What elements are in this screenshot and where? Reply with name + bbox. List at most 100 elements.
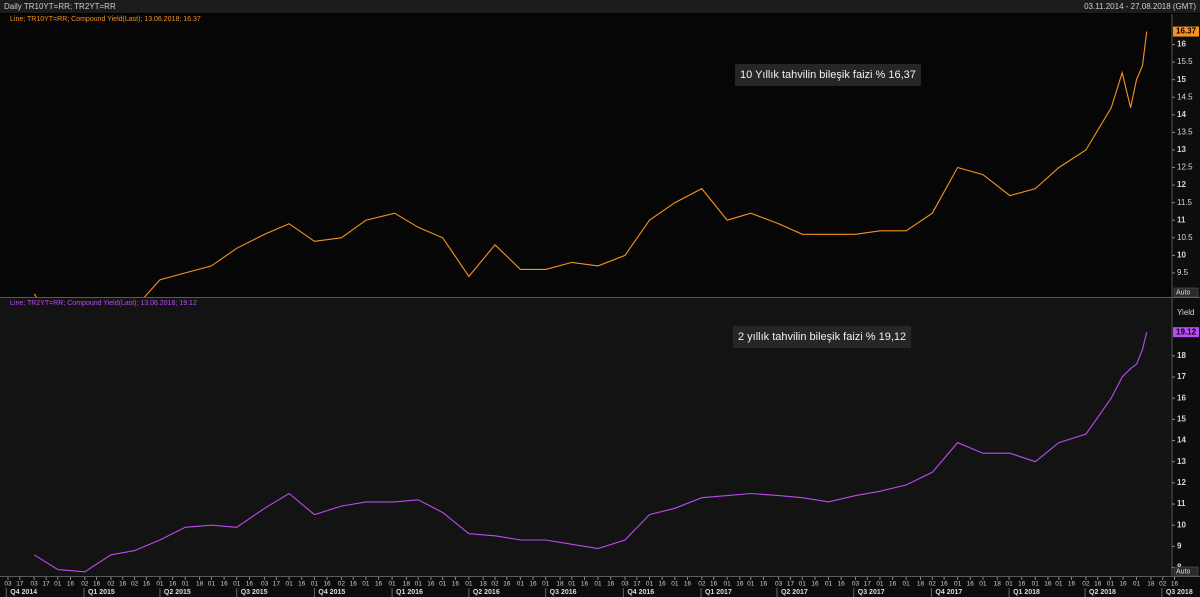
- y-tick-label: 15: [1177, 75, 1186, 84]
- x-tick-label: 16: [246, 581, 254, 588]
- x-tick-label: 16: [684, 581, 692, 588]
- x-tick-label: 16: [1171, 581, 1179, 588]
- x-tick-label: 18: [1147, 581, 1155, 588]
- x-tick-label: 17: [16, 581, 24, 588]
- x-axis-background: [0, 577, 1200, 597]
- x-tick-label: 01: [646, 581, 654, 588]
- x-tick-label: 16: [375, 581, 383, 588]
- x-tick-label: 01: [465, 581, 473, 588]
- quarter-label: Q2 2017: [781, 589, 808, 596]
- last-value-box: [1173, 327, 1199, 338]
- x-tick-label: 16: [1044, 581, 1052, 588]
- quarter-label: Q4 2014: [10, 589, 37, 596]
- x-tick-label: 16: [837, 581, 845, 588]
- x-tick-label: 16: [1018, 581, 1026, 588]
- x-tick-label: 03: [31, 581, 39, 588]
- x-tick-label: 16: [1094, 581, 1102, 588]
- x-tick-label: 01: [439, 581, 447, 588]
- x-tick-label: 02: [929, 581, 937, 588]
- y-tick-label: 18: [1177, 351, 1186, 360]
- y-tick-label: 16: [1177, 40, 1186, 49]
- x-tick-label: 01: [54, 581, 62, 588]
- x-tick-label: 17: [864, 581, 872, 588]
- y-tick-label: 13: [1177, 457, 1186, 466]
- quarter-label: Q3 2015: [241, 589, 268, 596]
- axis-background: [1172, 14, 1200, 297]
- y-tick-label: 14: [1177, 110, 1186, 119]
- y-tick-label: 15.5: [1177, 57, 1193, 66]
- x-tick-label: 16: [1119, 581, 1127, 588]
- x-tick-label: 01: [1032, 581, 1040, 588]
- x-tick-label: 01: [388, 581, 396, 588]
- auto-box: [1173, 287, 1199, 298]
- x-tick-label: 16: [427, 581, 435, 588]
- x-tick-label: 16: [119, 581, 127, 588]
- x-tick-label: 01: [1005, 581, 1013, 588]
- x-tick-label: 16: [350, 581, 358, 588]
- x-tick-label: 18: [403, 581, 411, 588]
- x-tick-label: 02: [338, 581, 346, 588]
- x-tick-label: 03: [775, 581, 783, 588]
- x-tick-label: 01: [979, 581, 987, 588]
- last-value-label: 19.12: [1176, 327, 1197, 336]
- x-tick-label: 01: [902, 581, 910, 588]
- x-tick-label: 01: [1133, 581, 1141, 588]
- y-tick-label: 14: [1177, 436, 1186, 445]
- y-tick-label: 15: [1177, 414, 1186, 423]
- x-tick-label: 01: [517, 581, 525, 588]
- x-tick-label: 01: [799, 581, 807, 588]
- x-tick-label: 02: [131, 581, 139, 588]
- y-tick-label: 12.5: [1177, 163, 1193, 172]
- quarter-label: Q4 2015: [318, 589, 345, 596]
- quarter-label: Q1 2017: [705, 589, 732, 596]
- legend-entry: Line; TR10YT=RR; Compound Yield(Last); 1…: [10, 16, 201, 23]
- x-tick-label: 01: [671, 581, 679, 588]
- quarter-label: Q4 2016: [627, 589, 654, 596]
- x-tick-label: 01: [724, 581, 732, 588]
- x-tick-label: 01: [182, 581, 190, 588]
- annotation-box: [733, 326, 912, 348]
- panels: 9.5 10 10.5 11 11.5 12 12.5 13 13.5 14 14.5 15 15.5 1…: [0, 14, 1200, 597]
- x-tick-label: 01: [876, 581, 884, 588]
- x-tick-label: 02: [698, 581, 706, 588]
- auto-label: Auto: [1176, 289, 1191, 296]
- x-tick-label: 18: [917, 581, 925, 588]
- x-tick-label: 01: [285, 581, 293, 588]
- auto-label: Auto: [1176, 568, 1191, 575]
- panel-background: [0, 14, 1172, 297]
- header-bar: [0, 0, 1200, 13]
- x-tick-label: 02: [491, 581, 499, 588]
- x-tick-label: 16: [143, 581, 151, 588]
- x-tick-label: 16: [889, 581, 897, 588]
- x-tick-label: 16: [760, 581, 768, 588]
- annotation: 2 yıllık tahvilin bileşik faizi % 19,12: [738, 331, 906, 343]
- x-tick-label: 17: [273, 581, 281, 588]
- quarter-label: Q2 2015: [164, 589, 191, 596]
- x-tick-label: 01: [415, 581, 423, 588]
- x-tick-label: 01: [311, 581, 319, 588]
- y-tick-label: 16: [1177, 393, 1186, 402]
- x-tick-label: 01: [362, 581, 370, 588]
- auto-box: [1173, 566, 1199, 577]
- x-tick-label: 03: [852, 581, 860, 588]
- x-tick-label: 01: [1107, 581, 1115, 588]
- annotation-box: [735, 64, 921, 86]
- header-range: 03.11.2014 - 27.08.2018 (GMT): [1084, 2, 1196, 11]
- x-tick-label: 16: [710, 581, 718, 588]
- x-tick-label: 03: [4, 581, 12, 588]
- y-tick-label: 9: [1177, 541, 1182, 550]
- x-tick-label: 17: [787, 581, 795, 588]
- quarter-label: Q1 2018: [1013, 589, 1040, 596]
- x-tick-label: 01: [1055, 581, 1063, 588]
- x-tick-label: 02: [1159, 581, 1167, 588]
- quarter-label: Q2 2016: [473, 589, 500, 596]
- x-tick-label: 18: [480, 581, 488, 588]
- quarter-label: Q3 2016: [550, 589, 577, 596]
- y-tick-label: 13: [1177, 145, 1186, 154]
- x-tick-label: 16: [581, 581, 589, 588]
- x-tick-label: 16: [940, 581, 948, 588]
- x-tick-label: 17: [633, 581, 641, 588]
- y-tick-label: 13.5: [1177, 128, 1193, 137]
- x-tick-label: 16: [323, 581, 331, 588]
